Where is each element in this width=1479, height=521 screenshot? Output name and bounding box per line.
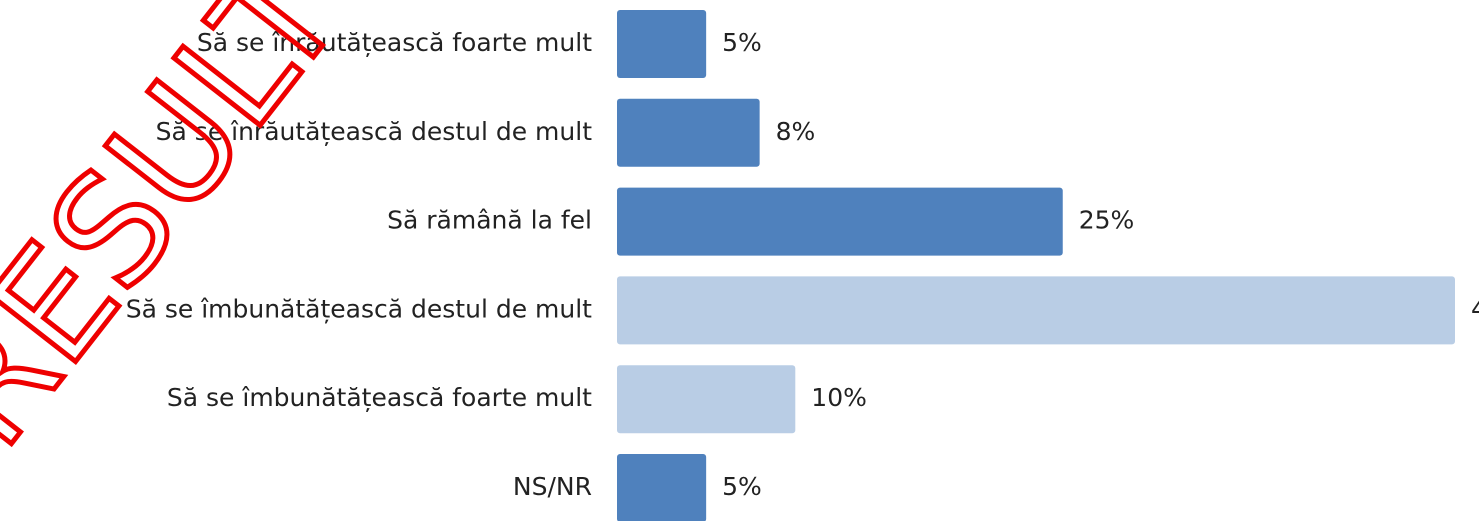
bar (617, 187, 1063, 256)
bar (617, 276, 1455, 345)
value-label: 5% (722, 472, 762, 501)
category-label: NS/NR (513, 472, 592, 501)
value-label: 10% (811, 383, 867, 412)
category-label: Să se înrăutățească foarte mult (197, 28, 592, 57)
bar (617, 98, 760, 167)
value-label: 5% (722, 28, 762, 57)
bar (617, 365, 796, 434)
bar (617, 454, 707, 521)
category-label: Să se înrăutățească destul de mult (156, 117, 593, 146)
bar (617, 10, 707, 78)
category-label: Să rămână la fel (387, 206, 592, 235)
category-label: Să se îmbunătățească foarte mult (167, 383, 592, 412)
value-label: 47% (1471, 294, 1479, 323)
category-label: Să se îmbunătățească destul de mult (126, 294, 592, 323)
value-label: 25% (1079, 206, 1135, 235)
value-label: 8% (776, 117, 816, 146)
